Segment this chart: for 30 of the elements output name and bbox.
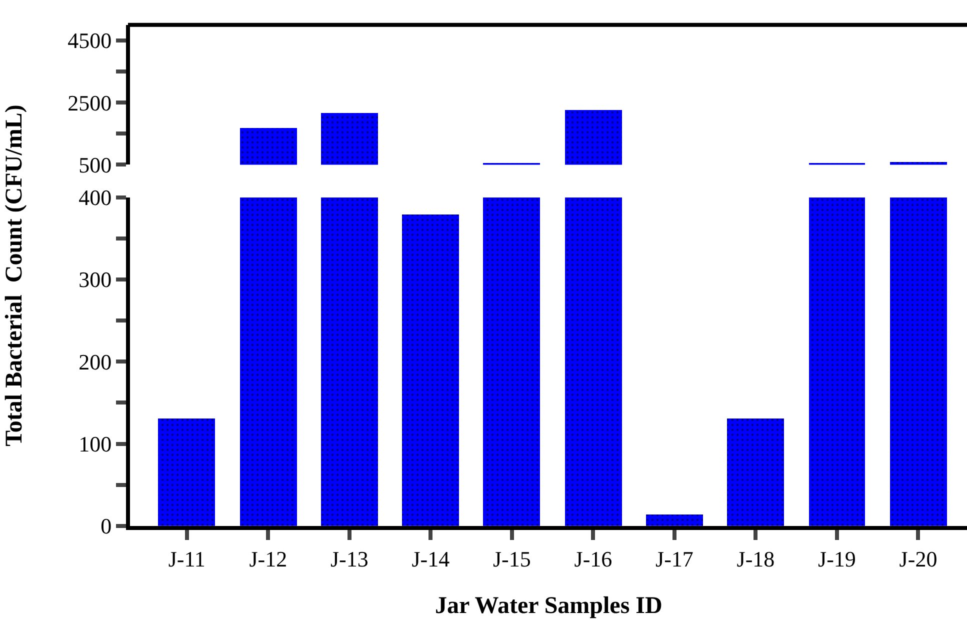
y-tick-label: 400 [78, 185, 112, 210]
x-tick-label: J-20 [899, 546, 938, 572]
bar [402, 214, 459, 526]
x-tick-label: J-11 [168, 546, 206, 572]
x-tick-label: J-12 [249, 546, 288, 572]
x-tick-label: J-14 [412, 546, 450, 572]
y-axis-title: Total Bacterial Count (CFU/mL) [2, 104, 28, 446]
bar [240, 197, 297, 526]
bar [727, 418, 784, 526]
y-tick-label: 300 [78, 267, 112, 292]
bar [890, 197, 947, 526]
x-tick-label: J-19 [818, 546, 856, 572]
x-tick-label: J-13 [330, 546, 368, 572]
y-tick-label: 0 [100, 514, 112, 539]
bar [158, 418, 215, 526]
bar [565, 197, 622, 526]
x-axis-title: Jar Water Samples ID [435, 593, 662, 619]
y-tick-label: 2500 [68, 90, 112, 116]
y-tick-label: 4500 [68, 28, 112, 54]
y-tick-label: 500 [78, 152, 112, 178]
x-tick-label: J-16 [574, 546, 612, 572]
x-tick-label: J-15 [492, 546, 531, 572]
x-tick-label: J-18 [736, 546, 775, 572]
bar [483, 197, 540, 526]
bar [321, 197, 378, 526]
bar [809, 197, 865, 526]
y-tick-label: 200 [78, 349, 112, 374]
x-tick-label: J-17 [656, 546, 694, 572]
y-tick-label: 100 [78, 431, 112, 456]
bar [646, 514, 703, 526]
